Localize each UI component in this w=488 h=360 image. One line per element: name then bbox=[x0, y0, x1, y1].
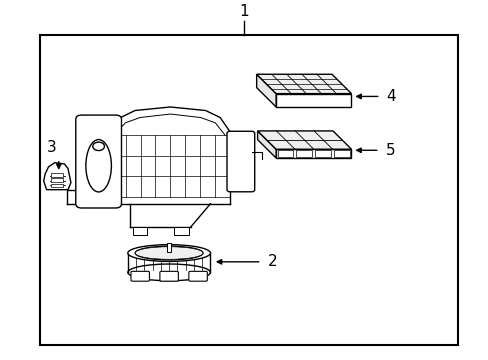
Bar bbox=[167, 243, 171, 252]
Text: 4: 4 bbox=[386, 89, 395, 104]
Bar bbox=[277, 150, 293, 157]
Polygon shape bbox=[256, 74, 276, 107]
Bar bbox=[51, 184, 63, 187]
Ellipse shape bbox=[127, 245, 210, 261]
Bar bbox=[296, 150, 312, 157]
Ellipse shape bbox=[86, 140, 111, 192]
Polygon shape bbox=[43, 163, 71, 190]
Bar bbox=[132, 227, 147, 235]
Circle shape bbox=[93, 142, 104, 150]
FancyBboxPatch shape bbox=[76, 115, 121, 208]
Text: 2: 2 bbox=[267, 254, 277, 269]
Polygon shape bbox=[257, 131, 276, 158]
Text: 1: 1 bbox=[239, 4, 249, 19]
Bar bbox=[40, 35, 458, 345]
Ellipse shape bbox=[127, 264, 210, 281]
Ellipse shape bbox=[135, 246, 203, 260]
FancyBboxPatch shape bbox=[226, 131, 254, 192]
FancyBboxPatch shape bbox=[160, 271, 178, 281]
Polygon shape bbox=[256, 74, 351, 94]
Text: 3: 3 bbox=[47, 140, 57, 155]
Polygon shape bbox=[257, 131, 351, 149]
Bar bbox=[174, 227, 188, 235]
Bar bbox=[51, 178, 63, 181]
Polygon shape bbox=[276, 94, 351, 107]
Bar bbox=[51, 173, 63, 177]
FancyBboxPatch shape bbox=[131, 271, 149, 281]
Text: 5: 5 bbox=[385, 143, 394, 158]
Bar bbox=[333, 150, 349, 157]
FancyBboxPatch shape bbox=[188, 271, 207, 281]
Polygon shape bbox=[276, 149, 351, 158]
Ellipse shape bbox=[135, 247, 203, 259]
Bar bbox=[315, 150, 330, 157]
